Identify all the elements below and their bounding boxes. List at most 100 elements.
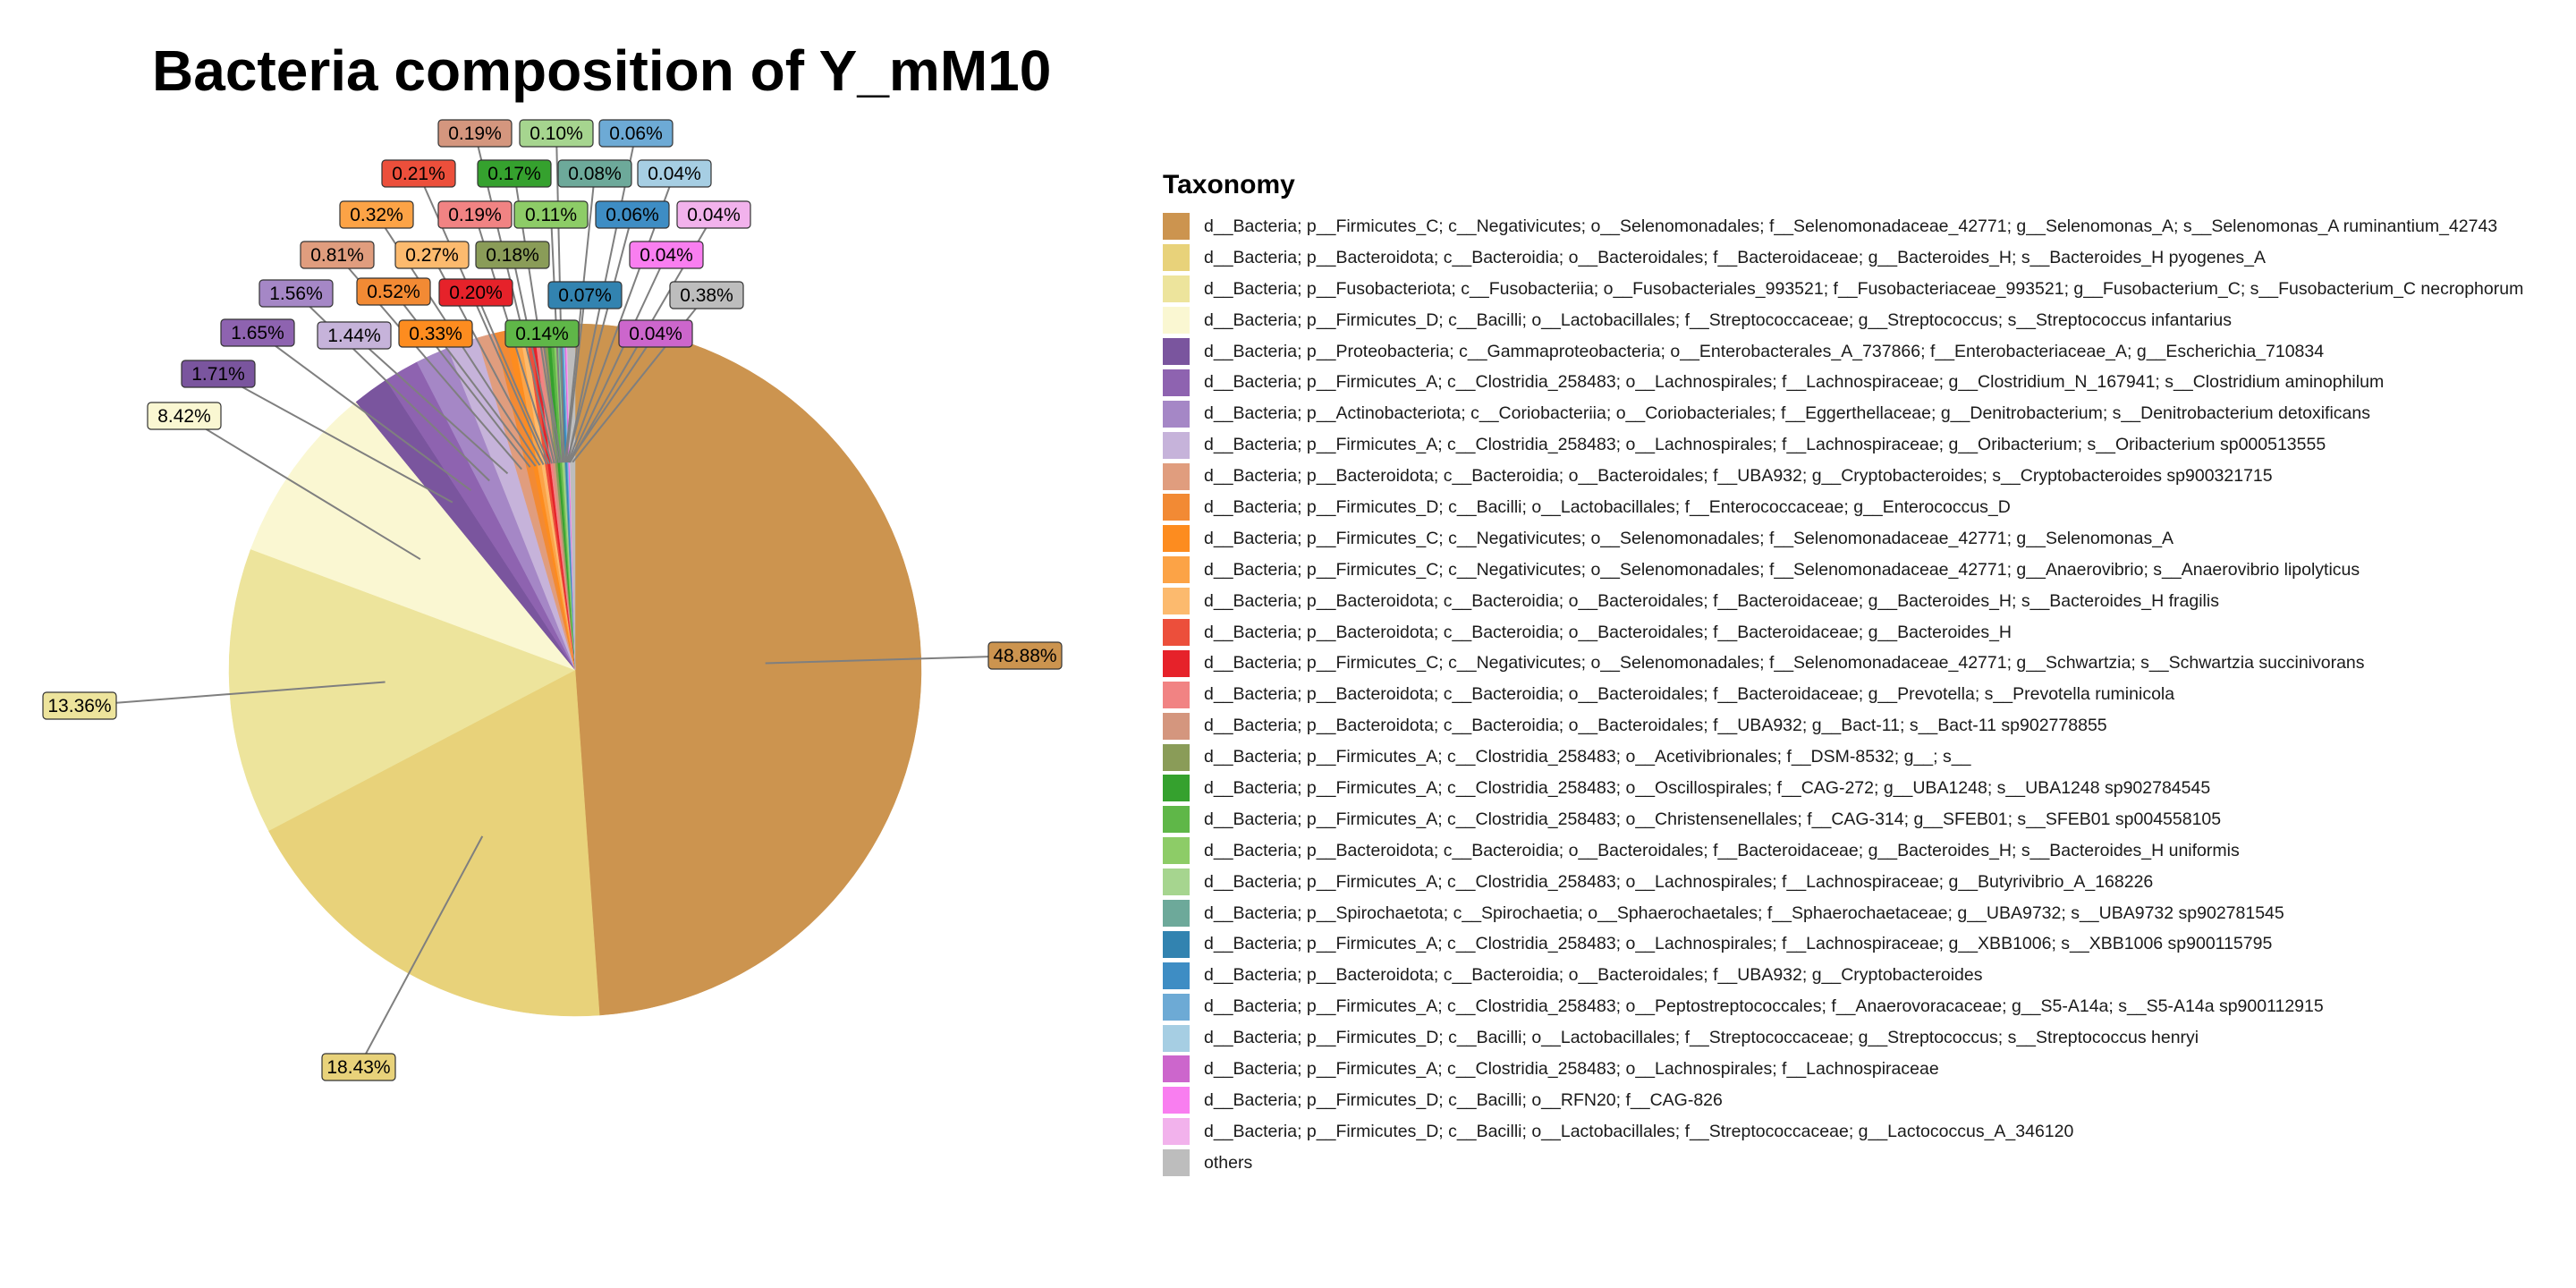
legend-label: d__Bacteria; p__Firmicutes_A; c__Clostri…	[1204, 934, 2273, 954]
legend-label: d__Bacteria; p__Actinobacteriota; c__Cor…	[1204, 403, 2370, 424]
slice-label: 0.06%	[595, 200, 670, 229]
slice-label: 0.14%	[504, 319, 580, 348]
slice-label-box	[987, 641, 1063, 670]
legend-item: d__Bacteria; p__Firmicutes_A; c__Clostri…	[1163, 867, 2558, 898]
slice-label-box	[475, 241, 550, 269]
slice-label: 0.20%	[438, 278, 513, 307]
legend-label: d__Bacteria; p__Fusobacteriota; c__Fusob…	[1204, 278, 2524, 299]
legend-item: d__Bacteria; p__Bacteroidota; c__Bactero…	[1163, 617, 2558, 648]
slice-label: 1.65%	[220, 318, 295, 347]
legend-label: d__Bacteria; p__Firmicutes_D; c__Bacilli…	[1204, 1028, 2199, 1048]
slice-label-box	[394, 241, 470, 269]
legend-item: d__Bacteria; p__Firmicutes_A; c__Clostri…	[1163, 367, 2558, 398]
slice-label-text: 0.38%	[680, 285, 733, 306]
legend-label: d__Bacteria; p__Spirochaetota; c__Spiroc…	[1204, 902, 2284, 923]
slice-label-text: 18.43%	[326, 1057, 390, 1078]
legend-item: d__Bacteria; p__Firmicutes_D; c__Bacilli…	[1163, 305, 2558, 336]
legend-swatch	[1163, 1087, 1190, 1114]
slice-label-text: 0.19%	[448, 123, 502, 144]
legend-swatch	[1163, 681, 1190, 708]
legend-item: d__Bacteria; p__Spirochaetota; c__Spiroc…	[1163, 898, 2558, 929]
legend-label: d__Bacteria; p__Firmicutes_A; c__Clostri…	[1204, 435, 2326, 455]
slice-label: 18.43%	[321, 1053, 396, 1081]
leader-line	[183, 415, 421, 561]
slice-label-box	[629, 241, 704, 269]
slice-label: 48.88%	[987, 641, 1063, 670]
slice-label-box	[321, 1053, 396, 1081]
slice-label-text: 0.14%	[515, 324, 569, 344]
legend-swatch	[1163, 431, 1190, 459]
legend-swatch	[1163, 556, 1190, 584]
legend-label: d__Bacteria; p__Firmicutes_A; c__Clostri…	[1204, 747, 1971, 767]
slice-label: 0.18%	[475, 241, 550, 269]
legend-label: d__Bacteria; p__Firmicutes_C; c__Negativ…	[1204, 653, 2365, 674]
legend-item: d__Bacteria; p__Firmicutes_A; c__Clostri…	[1163, 991, 2558, 1022]
slice-label-text: 0.19%	[448, 205, 502, 225]
slice-label-text: 0.27%	[405, 245, 459, 266]
slice-label-box	[598, 119, 674, 148]
slice-label: 0.04%	[637, 159, 712, 188]
legend-swatch	[1163, 743, 1190, 771]
slice-label: 1.71%	[181, 360, 256, 388]
slice-label: 0.04%	[676, 200, 751, 229]
slice-label-text: 0.11%	[525, 205, 577, 225]
legend-swatch	[1163, 525, 1190, 553]
legend-label: d__Bacteria; p__Firmicutes_D; c__Bacilli…	[1204, 1121, 2074, 1141]
legend-label: d__Bacteria; p__Firmicutes_D; c__Bacilli…	[1204, 1089, 1723, 1110]
legend-item: d__Bacteria; p__Firmicutes_C; c__Negativ…	[1163, 555, 2558, 586]
slice-label-box	[356, 277, 431, 306]
legend-label: d__Bacteria; p__Firmicutes_C; c__Negativ…	[1204, 559, 2360, 580]
pie-chart: 48.88% 18.43% 13.36% 8.42% 1.71% 1.65% 1.56% 1.…	[42, 119, 1063, 1081]
leader-line	[565, 214, 633, 463]
slice-label-text: 0.17%	[487, 164, 541, 184]
leader-line	[541, 333, 563, 463]
slice-label: 0.21%	[381, 159, 456, 188]
slice-label: 0.06%	[598, 119, 674, 148]
legend-label: d__Bacteria; p__Proteobacteria; c__Gamma…	[1204, 341, 2325, 361]
legend-label: d__Bacteria; p__Firmicutes_C; c__Negativ…	[1204, 528, 2174, 548]
pie-slice	[267, 669, 600, 1017]
legend-item: d__Bacteria; p__Firmicutes_D; c__Bacilli…	[1163, 1085, 2558, 1116]
slice-label: 0.38%	[669, 281, 744, 309]
slice-label: 0.19%	[437, 119, 513, 148]
legend-swatch	[1163, 213, 1190, 241]
pie-slice	[574, 323, 922, 1016]
slice-label-text: 0.21%	[392, 164, 445, 184]
legend-item: d__Bacteria; p__Firmicutes_C; c__Negativ…	[1163, 211, 2558, 242]
slice-label: 0.27%	[394, 241, 470, 269]
slice-label-text: 48.88%	[993, 646, 1056, 666]
legend-label: d__Bacteria; p__Bacteroidota; c__Bactero…	[1204, 684, 2175, 705]
slice-label-text: 8.42%	[157, 406, 211, 427]
slice-label: 8.42%	[147, 402, 222, 430]
legend-item: d__Bacteria; p__Bacteroidota; c__Bactero…	[1163, 710, 2558, 741]
slice-label-box	[618, 319, 693, 348]
slice-label-box	[438, 278, 513, 307]
slice-label-text: 0.10%	[530, 123, 583, 144]
legend-item: d__Bacteria; p__Firmicutes_A; c__Clostri…	[1163, 773, 2558, 804]
slice-label-text: 13.36%	[47, 696, 111, 716]
slice-label: 1.56%	[258, 279, 334, 308]
slice-label-box	[513, 200, 589, 229]
slice-label-box	[42, 691, 117, 720]
slice-label-box	[437, 119, 513, 148]
legend-item: d__Bacteria; p__Firmicutes_A; c__Clostri…	[1163, 928, 2558, 960]
legend-swatch	[1163, 244, 1190, 272]
legend-item: d__Bacteria; p__Bacteroidota; c__Bactero…	[1163, 679, 2558, 710]
slice-label: 0.07%	[547, 281, 623, 309]
legend-swatch	[1163, 1055, 1190, 1083]
slice-label-box	[339, 200, 414, 229]
legend-label: d__Bacteria; p__Bacteroidota; c__Bactero…	[1204, 840, 2240, 860]
slice-label-box	[504, 319, 580, 348]
legend-label: d__Bacteria; p__Bacteroidota; c__Bactero…	[1204, 247, 2267, 267]
leader-line	[475, 292, 550, 464]
legend-label: d__Bacteria; p__Firmicutes_D; c__Bacilli…	[1204, 496, 2011, 517]
legend-label: d__Bacteria; p__Firmicutes_A; c__Clostri…	[1204, 809, 2222, 829]
legend-swatch	[1163, 494, 1190, 521]
slice-label-box	[317, 321, 392, 350]
legend-label: d__Bacteria; p__Firmicutes_C; c__Negativ…	[1204, 216, 2498, 236]
slice-label-text: 0.04%	[687, 205, 741, 225]
slice-label-text: 1.71%	[191, 364, 245, 385]
slice-label-box	[637, 159, 712, 188]
legend-swatch	[1163, 369, 1190, 396]
slice-label-box	[557, 159, 632, 188]
